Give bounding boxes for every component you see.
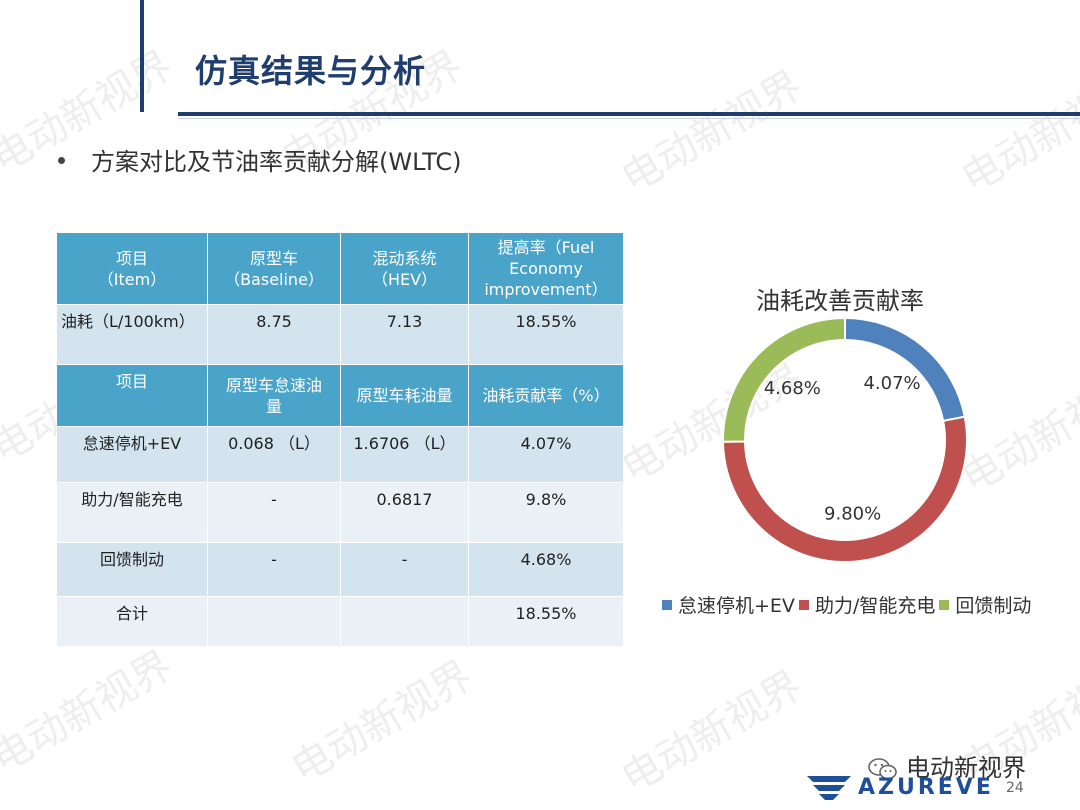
logo-text: AZUREVE xyxy=(858,775,994,800)
legend-label: 助力/智能充电 xyxy=(814,595,936,617)
table-header-cell: 原型车 （Baseline） xyxy=(207,232,341,305)
bullet-item: 方案对比及节油率贡献分解(WLTC) xyxy=(58,142,462,177)
watermark: 电动新视界 xyxy=(953,62,1080,203)
bullet-dot-icon xyxy=(58,156,65,164)
table-cell: 油耗（L/100km） xyxy=(56,304,208,365)
table-cell: 7.13 xyxy=(340,304,469,365)
table-row: 合计 18.55% xyxy=(56,596,624,647)
table-cell: - xyxy=(340,542,469,597)
table-cell: 怠速停机+EV xyxy=(56,426,208,483)
table-header-cell: 原型车耗油量 xyxy=(340,364,469,427)
donut-slice xyxy=(844,316,966,423)
table-header-row: 项目 （Item） 原型车 （Baseline） 混动系统 （HEV） 提高率（Fue… xyxy=(56,232,624,305)
chart-legend: 怠速停机+EV 助力/智能充电 回馈制动 xyxy=(658,591,1031,618)
table-header-cell: 混动系统 （HEV） xyxy=(340,232,469,305)
table-row: 油耗（L/100km） 8.75 7.13 18.55% xyxy=(56,304,624,365)
table-cell: 回馈制动 xyxy=(56,542,208,597)
watermark: 电动新视界 xyxy=(283,652,481,793)
legend-label: 回馈制动 xyxy=(955,595,1032,617)
watermark: 电动新视界 xyxy=(0,642,181,783)
donut-slice xyxy=(722,316,846,443)
table-cell: 18.55% xyxy=(468,304,624,365)
footer-account-name: 电动新视界 xyxy=(906,754,1026,782)
watermark: 电动新视界 xyxy=(613,662,811,803)
table-cell: 4.07% xyxy=(468,426,624,483)
table-header-cell: 油耗贡献率（%） xyxy=(468,364,624,427)
legend-label: 怠速停机+EV xyxy=(678,595,795,617)
table-cell xyxy=(340,596,469,647)
table-row: 回馈制动 - - 4.68% xyxy=(56,542,624,597)
table-header-cell: 项目 xyxy=(56,364,208,427)
table-cell: 0.6817 xyxy=(340,482,469,543)
wechat-icon xyxy=(868,758,897,780)
table-cell: - xyxy=(207,482,341,543)
table-row: 助力/智能充电 - 0.6817 9.8% xyxy=(56,482,624,543)
title-accent-bar xyxy=(140,0,144,112)
donut-chart: 4.07% 9.80% 4.68% xyxy=(721,316,968,563)
table-cell: - xyxy=(207,542,341,597)
azureve-logo xyxy=(807,776,851,800)
title-underline xyxy=(178,112,1080,116)
table-cell: 助力/智能充电 xyxy=(56,482,208,543)
table-cell: 合计 xyxy=(56,596,208,647)
table-cell: 4.68% xyxy=(468,542,624,597)
table-header-cell: 项目 （Item） xyxy=(56,232,208,305)
table-cell: 9.8% xyxy=(468,482,624,543)
table-cell: 1.6706 （L） xyxy=(340,426,469,483)
table-header-row: 项目 原型车怠速油量 原型车耗油量 油耗贡献率（%） xyxy=(56,364,624,427)
table-header-cell: 原型车怠速油量 xyxy=(207,364,341,427)
table-cell xyxy=(207,596,341,647)
legend-swatch xyxy=(798,599,809,610)
page-number: 24 xyxy=(1006,780,1024,796)
donut-data-label: 9.80% xyxy=(824,504,881,525)
table-cell: 8.75 xyxy=(207,304,341,365)
footer-account: 电动新视界 xyxy=(868,748,1026,783)
table-cell: 0.068 （L） xyxy=(207,426,341,483)
donut-data-label: 4.07% xyxy=(863,373,920,394)
donut-data-label: 4.68% xyxy=(764,378,821,399)
comparison-table: 项目 （Item） 原型车 （Baseline） 混动系统 （HEV） 提高率（Fue… xyxy=(56,232,624,647)
slide-title: 仿真结果与分析 xyxy=(195,52,427,90)
legend-swatch xyxy=(662,599,672,610)
donut-slice xyxy=(721,415,968,563)
chart-title: 油耗改善贡献率 xyxy=(756,287,924,315)
legend-swatch xyxy=(939,599,950,610)
bullet-text: 方案对比及节油率贡献分解(WLTC) xyxy=(91,148,462,176)
table-header-cell: 提高率（Fuel Economy improvement） xyxy=(468,232,624,305)
table-row: 怠速停机+EV 0.068 （L） 1.6706 （L） 4.07% xyxy=(56,426,624,483)
title-underline-thin xyxy=(178,118,1080,119)
watermark: 电动新视界 xyxy=(613,62,811,203)
table-cell: 18.55% xyxy=(468,596,624,647)
